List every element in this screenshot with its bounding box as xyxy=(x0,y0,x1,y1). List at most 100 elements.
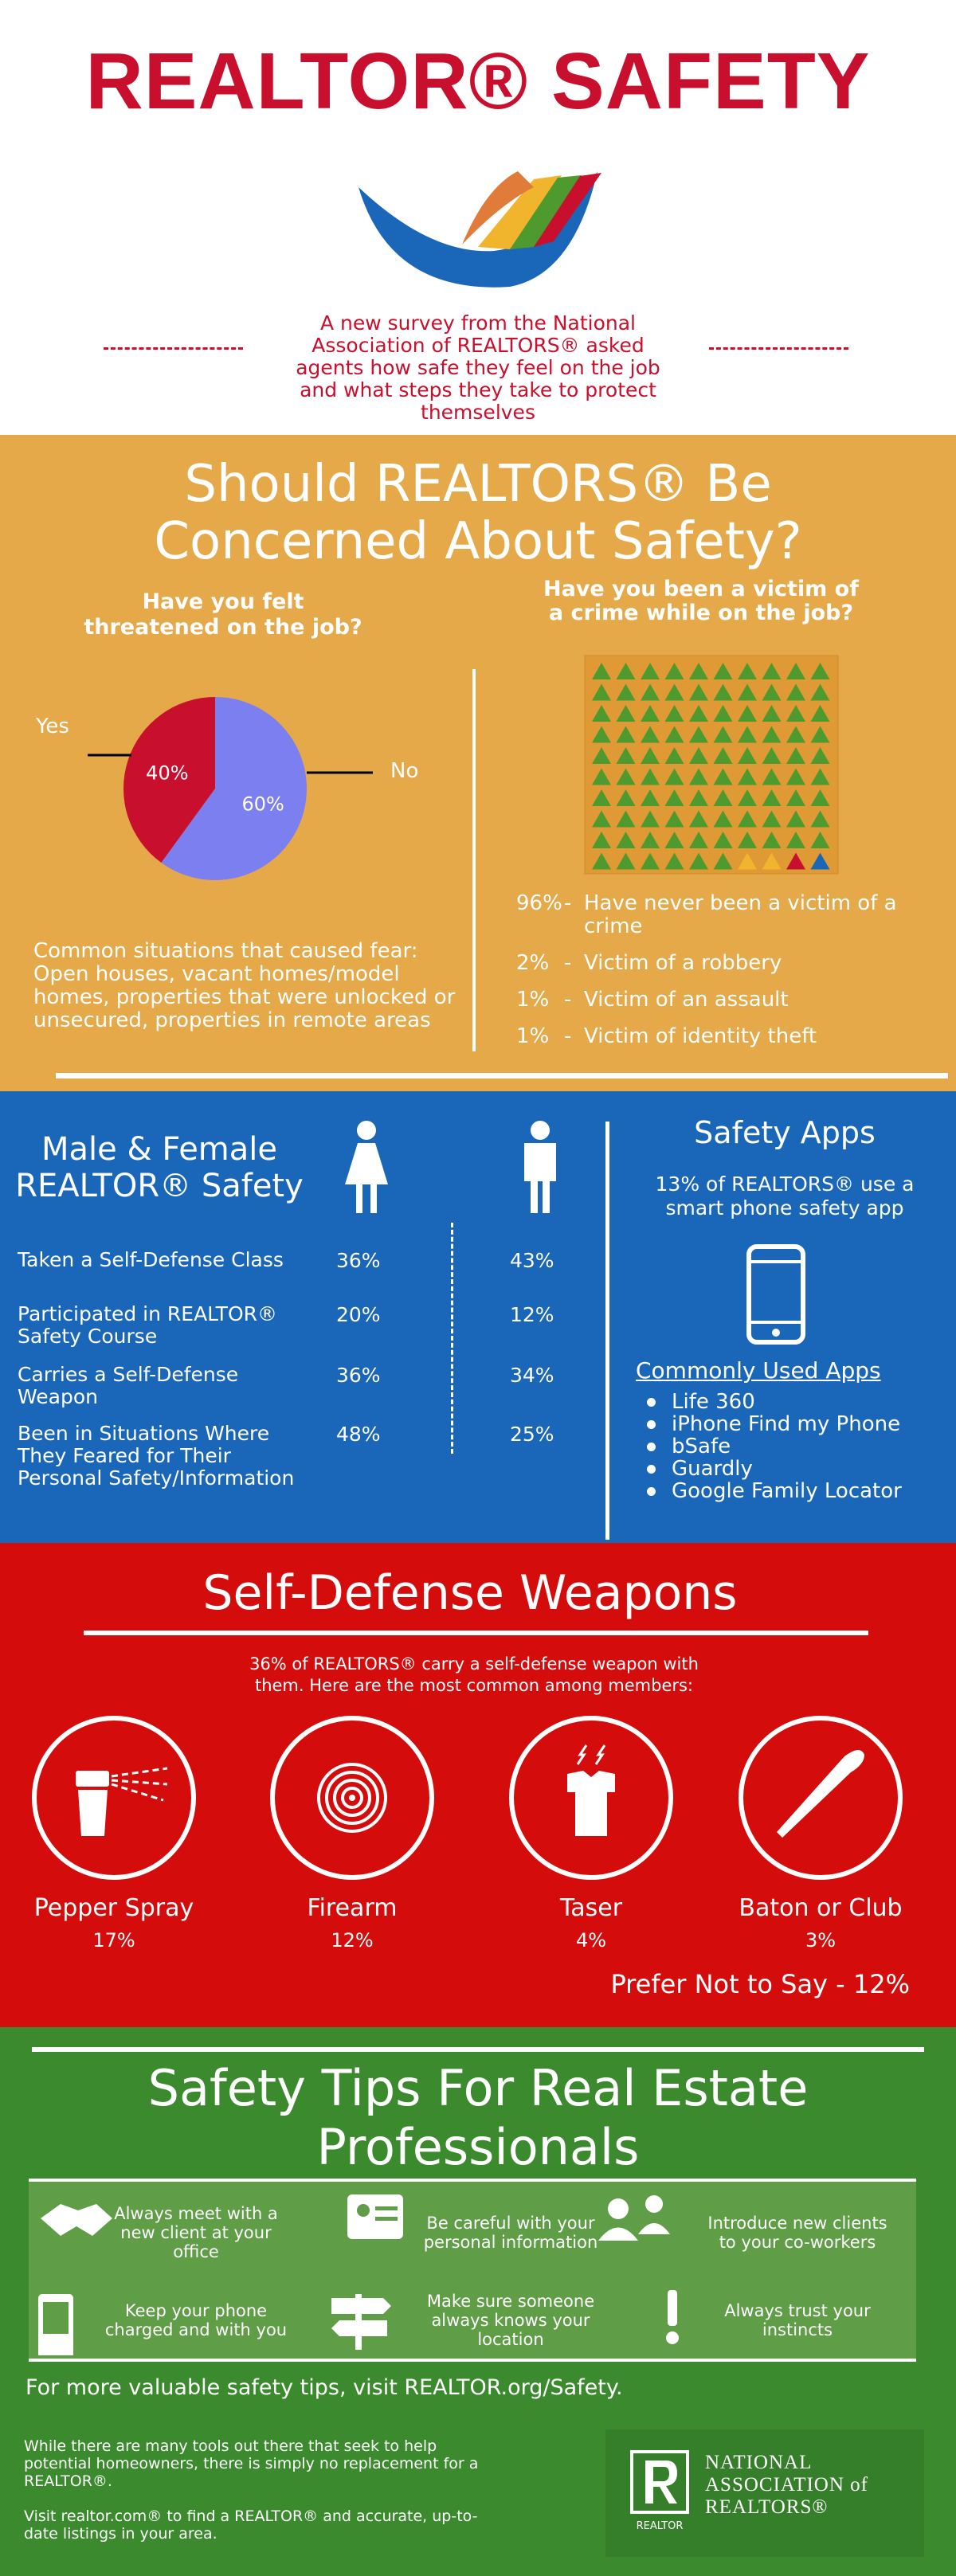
phone-icon xyxy=(746,1244,805,1345)
waffle-unit xyxy=(738,726,757,743)
waffle-unit xyxy=(689,832,708,848)
section-title: Should REALTORS® Be Concerned About Safe… xyxy=(154,455,802,571)
pie-category-label: Yes xyxy=(35,714,69,738)
waffle-unit xyxy=(810,832,830,848)
question: Have you been a victim of a crime while … xyxy=(543,577,859,625)
app-item: Google Family Locator xyxy=(647,1480,950,1502)
waffle-unit xyxy=(664,705,684,722)
waffle-unit xyxy=(762,663,782,679)
waffle-unit xyxy=(616,726,636,743)
dashed-rule xyxy=(104,347,243,350)
logo-text: NATIONAL ASSOCIATION of REALTORS® xyxy=(705,2452,868,2518)
realtor-logo: REALTOR xyxy=(630,2450,689,2532)
app-item: Life 360 xyxy=(647,1391,950,1413)
waffle-unit xyxy=(762,832,782,848)
waffle-unit xyxy=(738,768,757,785)
waffle-unit xyxy=(641,683,660,701)
rule xyxy=(56,1073,948,1079)
divider xyxy=(605,1122,609,1540)
waffle-unit xyxy=(762,726,782,743)
male-value: 25% xyxy=(510,1423,554,1446)
waffle-unit xyxy=(664,747,684,764)
tips-cta[interactable]: For more valuable safety tips, visit REA… xyxy=(25,2375,623,2400)
pie-category-label: No xyxy=(390,759,418,783)
waffle-unit xyxy=(738,705,757,722)
waffle-unit xyxy=(689,726,708,743)
tip-text: Make sure someone always knows your loca… xyxy=(426,2292,595,2349)
waffle-unit xyxy=(616,705,636,722)
waffle-unit xyxy=(641,810,660,828)
waffle-unit xyxy=(689,683,708,701)
weapon-value: 3% xyxy=(805,1929,836,1952)
row-label: Taken a Self-Defense Class xyxy=(18,1248,284,1271)
legend-dash: - xyxy=(564,1024,572,1048)
waffle-unit xyxy=(786,852,805,870)
waffle-chart xyxy=(584,655,839,875)
female-value: 20% xyxy=(336,1303,381,1326)
male-value: 43% xyxy=(510,1249,554,1272)
apps-list-title: Commonly Used Apps xyxy=(636,1357,881,1384)
waffle-unit xyxy=(592,768,611,785)
tip-text: Introduce new clients to your co-workers xyxy=(707,2214,887,2252)
waffle-unit xyxy=(592,726,611,743)
tips-grid: Always meet with a new client at your of… xyxy=(29,2179,916,2355)
legend-value: 96% xyxy=(516,891,562,915)
tip-text: Keep your phone charged and with you xyxy=(104,2301,288,2339)
waffle-unit xyxy=(810,726,830,743)
waffle-unit xyxy=(664,852,684,870)
apps-list: Life 360 iPhone Find my Phone bSafe Guardly… xyxy=(647,1391,950,1502)
waffle-unit xyxy=(664,768,684,785)
waffle-unit xyxy=(641,789,660,806)
waffle-unit xyxy=(786,705,805,722)
waffle-unit xyxy=(810,768,830,785)
logo-mark: REALTOR xyxy=(637,2520,684,2532)
rule xyxy=(32,2047,924,2052)
fear-note: Common situations that caused fear: Open… xyxy=(33,939,456,1032)
weapon-name: Firearm xyxy=(307,1894,398,1922)
rule xyxy=(84,1631,868,1635)
waffle-unit xyxy=(616,683,636,701)
waffle-unit xyxy=(689,747,708,764)
female-value: 36% xyxy=(336,1364,381,1387)
waffle-unit xyxy=(592,663,611,679)
waffle-unit xyxy=(786,832,805,848)
waffle-unit xyxy=(713,683,733,701)
app-item: bSafe xyxy=(647,1435,950,1458)
waffle-unit xyxy=(664,832,684,848)
waffle-unit xyxy=(713,789,733,806)
female-icon xyxy=(345,1121,388,1213)
waffle-unit xyxy=(762,683,782,701)
waffle-unit xyxy=(810,810,830,828)
male-value: 34% xyxy=(510,1364,554,1387)
waffle-unit xyxy=(786,789,805,806)
tip-text: Be careful with your personal informatio… xyxy=(423,2214,598,2252)
app-name: Life 360 xyxy=(672,1390,755,1414)
waffle-unit xyxy=(738,747,757,764)
waffle-unit xyxy=(664,810,684,828)
bullet xyxy=(647,1486,656,1496)
waffle-unit xyxy=(786,683,805,701)
waffle-unit xyxy=(810,663,830,679)
legend-label: Victim of a robbery xyxy=(584,951,782,975)
weapons-intro: 36% of REALTORS® carry a self-defense we… xyxy=(249,1654,699,1695)
apps-title: Safety Apps xyxy=(694,1115,876,1150)
weapon-value: 17% xyxy=(92,1929,135,1952)
waffle-unit xyxy=(689,768,708,785)
waffle-unit xyxy=(592,789,611,806)
female-value: 48% xyxy=(336,1423,381,1446)
waffle-unit xyxy=(762,768,782,785)
waffle-unit xyxy=(641,832,660,848)
waffle-unit xyxy=(786,663,805,679)
weapon-value: 4% xyxy=(575,1929,607,1952)
legend-dash: - xyxy=(564,988,572,1012)
waffle-unit xyxy=(713,768,733,785)
waffle-unit xyxy=(689,852,708,870)
legend-dash: - xyxy=(564,951,572,975)
waffle-unit xyxy=(641,852,660,870)
male-icon xyxy=(524,1121,556,1213)
waffle-unit xyxy=(616,852,636,870)
waffle-unit xyxy=(641,747,660,764)
legend-value: 2% xyxy=(516,951,550,975)
section-title: Safety Tips For Real Estate Professional… xyxy=(147,2059,809,2176)
